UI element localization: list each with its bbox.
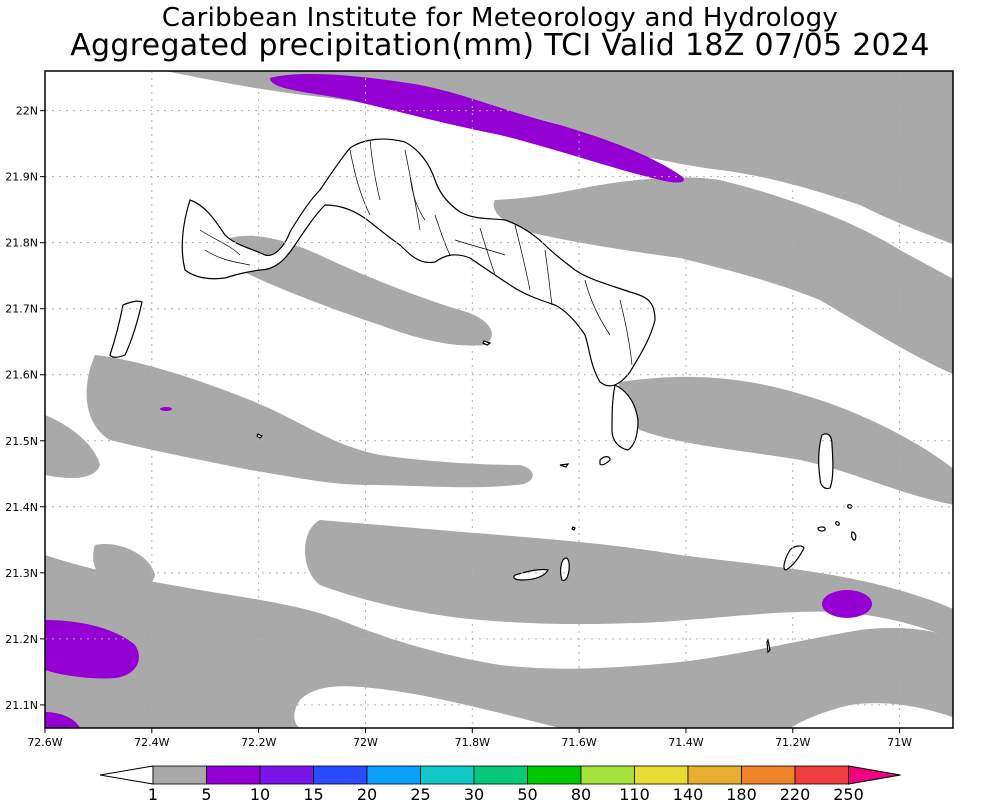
- colorbar-label: 1: [148, 785, 158, 800]
- island-outline: [599, 456, 611, 466]
- island-outline: [571, 526, 576, 531]
- island-outline: [560, 557, 570, 582]
- lon-tick-label: 72.4W: [134, 736, 169, 749]
- precip-bands-gray: [45, 71, 953, 728]
- lat-tick-label: 21.5N: [5, 435, 38, 448]
- precip-band: [221, 235, 492, 346]
- colorbar-label: 25: [410, 785, 430, 800]
- precip-bands-purple: [45, 74, 872, 728]
- lon-tick-label: 71.2W: [775, 736, 810, 749]
- island-coastlines: [109, 138, 857, 654]
- lat-tick-label: 21.9N: [5, 171, 38, 184]
- map-frame: [44, 70, 954, 729]
- colorbar-segment: [313, 765, 368, 785]
- precip-band: [45, 415, 100, 478]
- colorbar-label: 10: [250, 785, 270, 800]
- lon-tick-label: 72.6W: [27, 736, 62, 749]
- precip-band: [270, 74, 684, 183]
- island-outline: [559, 463, 570, 468]
- lon-tick-label: 71W: [887, 736, 912, 749]
- colorbar-label: 250: [833, 785, 864, 800]
- island-outline: [847, 504, 853, 509]
- precip-band: [160, 407, 172, 411]
- lon-tick-label: 71.4W: [668, 736, 703, 749]
- colorbar-segment: [794, 765, 849, 785]
- map-title-product: Aggregated precipitation(mm) TCI Valid 1…: [70, 28, 930, 63]
- island-outline: [766, 638, 771, 654]
- precip-band: [618, 376, 953, 505]
- island-outline: [818, 433, 834, 490]
- lon-tick-label: 72W: [353, 736, 378, 749]
- colorbar-segment: [420, 765, 475, 785]
- colorbar-segment: [152, 765, 207, 785]
- latitude-ticks: 22N 21.9N 21.8N 21.7N 21.6N 21.5N 21.4N 21.3N 21…: [5, 105, 45, 712]
- island-outline: [181, 138, 656, 387]
- colorbar-segment: [527, 765, 582, 785]
- colorbar-label: 220: [780, 785, 811, 800]
- colorbar-segment: [741, 765, 796, 785]
- lat-tick-label: 21.2N: [5, 633, 38, 646]
- precip-band: [165, 71, 953, 375]
- island-outline: [482, 340, 492, 346]
- island-outline: [611, 384, 639, 451]
- colorbar-segment: [366, 765, 421, 785]
- lon-tick-label: 71.8W: [455, 736, 490, 749]
- map-plot-area: [45, 71, 953, 728]
- colorbar-label: 110: [619, 785, 650, 800]
- lat-tick-label: 21.6N: [5, 369, 38, 382]
- lat-tick-label: 21.4N: [5, 501, 38, 514]
- colorbar-segment: [473, 765, 528, 785]
- precip-band: [45, 712, 80, 728]
- colorbar-label: 15: [303, 785, 323, 800]
- lat-tick-label: 21.8N: [5, 237, 38, 250]
- precip-colorbar: 1 5 10 15 20 25 30 50 80 110 140 180 220 250: [99, 765, 901, 800]
- lon-tick-label: 71.6W: [561, 736, 596, 749]
- precip-band: [93, 544, 155, 593]
- colorbar-label: 80: [571, 785, 591, 800]
- island-outline: [851, 531, 857, 541]
- precip-band: [45, 620, 139, 679]
- colorbar-label: 50: [517, 785, 537, 800]
- map-title-institute: Caribbean Institute for Meteorology and …: [161, 3, 839, 33]
- lat-tick-label: 21.7N: [5, 303, 38, 316]
- colorbar-label: 140: [673, 785, 704, 800]
- lat-tick-label: 22N: [16, 105, 38, 118]
- district-boundaries: [199, 139, 633, 366]
- island-outline: [817, 526, 826, 532]
- island-outline: [109, 300, 143, 358]
- lat-tick-label: 21.1N: [5, 699, 38, 712]
- colorbar-segment: [580, 765, 635, 785]
- island-outline: [513, 568, 549, 581]
- lat-tick-label: 21.3N: [5, 567, 38, 580]
- colorbar-over-arrow: [848, 765, 901, 785]
- colorbar-segment: [206, 765, 261, 785]
- longitude-ticks: 72.6W 72.4W 72.2W 72W 71.8W 71.6W 71.4W 71.2W 71…: [27, 728, 912, 749]
- colorbar-label: 20: [357, 785, 377, 800]
- colorbar-segment: [687, 765, 742, 785]
- colorbar-under-arrow: [99, 765, 154, 785]
- precip-band: [305, 520, 953, 640]
- colorbar-segment: [259, 765, 314, 785]
- precip-band: [45, 555, 953, 728]
- colorbar-label: 30: [464, 785, 484, 800]
- island-outline: [783, 545, 805, 571]
- island-outline: [835, 521, 840, 526]
- lon-tick-label: 72.2W: [241, 736, 276, 749]
- precip-band: [86, 355, 533, 488]
- precip-band: [822, 590, 872, 618]
- colorbar-label: 5: [201, 785, 211, 800]
- colorbar-label: 180: [726, 785, 757, 800]
- colorbar-segment: [634, 765, 689, 785]
